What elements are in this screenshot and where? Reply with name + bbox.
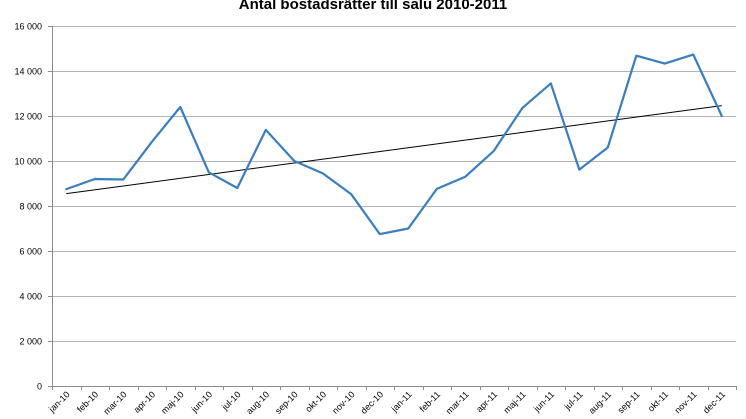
y-tick-label: 2 000 — [19, 337, 42, 347]
x-tick-label: dec-11 — [701, 389, 727, 415]
chart-title: Antal bostadsrätter till salu 2010-2011 — [239, 0, 507, 13]
series-group — [65, 53, 723, 236]
x-tick-label: nov-10 — [330, 389, 357, 416]
y-tick-label: 6 000 — [19, 247, 42, 257]
x-tick-label: jul-11 — [562, 389, 585, 412]
x-tick-label: maj-10 — [159, 389, 186, 416]
y-tick-labels: 0 2 000 4 000 6 000 8 000 10 000 12 000 14 000 1… — [14, 22, 42, 392]
x-tick-label: feb-10 — [75, 389, 100, 414]
x-tick-label: okt-10 — [303, 389, 328, 414]
axes — [48, 26, 737, 390]
x-tick-label: jul-10 — [219, 389, 242, 412]
x-tick-label: maj-11 — [502, 389, 528, 415]
x-tick-label: sep-11 — [616, 389, 642, 415]
trendline — [66, 105, 722, 195]
y-tick-label: 12 000 — [14, 112, 42, 122]
x-tick-label: jun-10 — [189, 389, 214, 414]
x-tick-label: jun-11 — [531, 389, 556, 414]
x-tick-label: mar-11 — [444, 389, 471, 416]
x-tick-label: nov-11 — [673, 389, 699, 415]
x-tick-label: jan-10 — [46, 389, 71, 414]
y-tick-label: 14 000 — [14, 67, 42, 77]
x-tick-label: aug-11 — [587, 389, 613, 415]
x-tick-label: sep-10 — [273, 389, 300, 416]
x-tick-label: jan-11 — [389, 389, 414, 414]
y-tick-label: 10 000 — [14, 157, 42, 167]
y-tick-label: 8 000 — [19, 202, 42, 212]
x-tick-label: dec-10 — [359, 389, 386, 416]
y-tick-label: 16 000 — [14, 22, 42, 32]
y-tick-label: 4 000 — [19, 292, 42, 302]
y-tick-label: 0 — [37, 382, 42, 392]
trendline-group — [66, 105, 722, 195]
x-tick-label: apr-11 — [474, 389, 499, 414]
series-line — [65, 53, 723, 236]
x-tick-label: feb-11 — [418, 389, 443, 414]
x-tick-label: mar-10 — [101, 389, 128, 416]
x-tick-label: aug-10 — [244, 389, 271, 416]
x-tick-label: okt-11 — [646, 389, 670, 413]
grid-group — [52, 26, 736, 342]
x-tick-label: apr-10 — [132, 389, 157, 414]
x-tick-labels: jan-10 feb-10 mar-10 apr-10 maj-10 jun-10 jul-… — [46, 389, 727, 416]
